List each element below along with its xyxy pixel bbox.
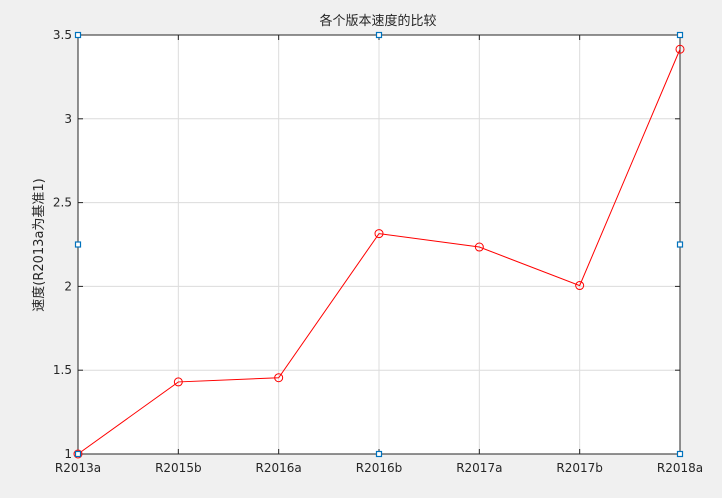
series-layer <box>73 44 685 459</box>
data-point <box>575 281 585 291</box>
selection-handle[interactable] <box>375 450 383 458</box>
x-tick-label: R2017b <box>556 461 603 475</box>
selection-handle[interactable] <box>375 31 383 39</box>
y-tick-label: 2.5 <box>53 196 72 210</box>
selection-handle[interactable] <box>676 241 684 248</box>
plot-area[interactable]: R2013a R2015b R2016a R2016b R2017a R2017b R201… <box>53 28 703 475</box>
selection-handle[interactable] <box>676 31 684 39</box>
y-tick-label: 3.5 <box>53 28 72 42</box>
y-tick-label: 2 <box>64 279 72 293</box>
data-point <box>73 449 83 459</box>
x-tick-label: R2018a <box>657 461 703 475</box>
y-ticks: 1 1.5 2 2.5 3 3.5 <box>53 28 680 461</box>
y-tick-label: 3 <box>64 112 72 126</box>
selection-handles[interactable] <box>74 31 684 458</box>
series-line <box>77 49 681 455</box>
y-tick-label: 1 <box>64 447 72 461</box>
x-tick-label: R2016a <box>256 461 302 475</box>
x-tick-label: R2015b <box>155 461 202 475</box>
selection-handle[interactable] <box>74 31 82 39</box>
data-point <box>274 373 284 383</box>
selection-handle[interactable] <box>74 241 82 248</box>
y-tick-label: 1.5 <box>53 363 72 377</box>
x-tick-label: R2016b <box>356 461 403 475</box>
x-tick-label: R2017a <box>456 461 502 475</box>
chart-title: 各个版本速度的比较 <box>319 13 436 29</box>
data-point <box>173 377 183 387</box>
x-tick-label: R2013a <box>55 461 101 475</box>
y-axis-label: 速度(R2013a为基准1) <box>31 178 47 312</box>
x-ticks: R2013a R2015b R2016a R2016b R2017a R2017b R201… <box>55 35 703 475</box>
selection-handle[interactable] <box>74 450 82 458</box>
selection-handle[interactable] <box>676 450 684 458</box>
data-point <box>374 229 384 239</box>
data-point <box>474 242 484 252</box>
data-point <box>675 44 685 54</box>
